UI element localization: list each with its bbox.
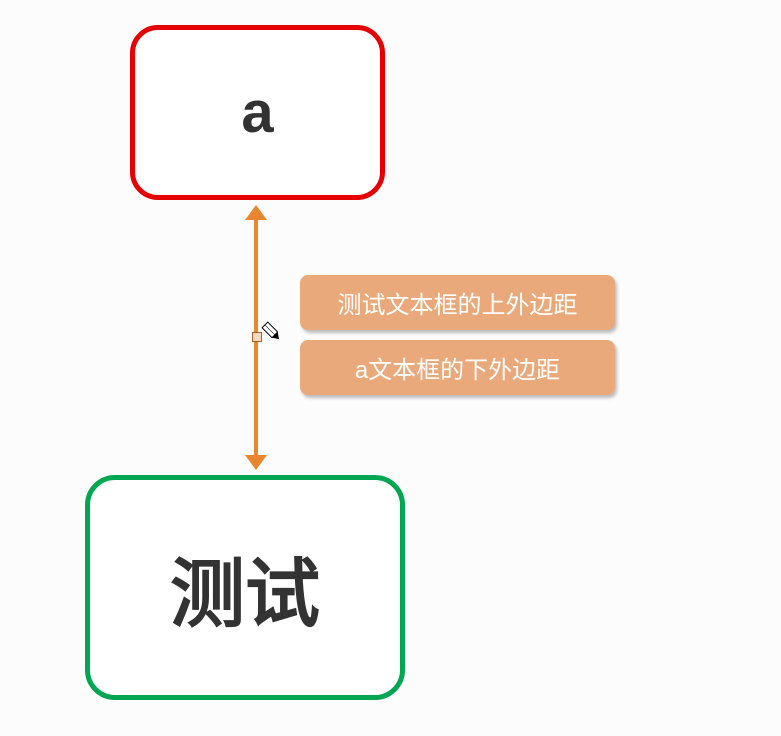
margin-label-bottom-text: a文本框的下外边距 [355, 350, 560, 385]
margin-label-bottom[interactable]: a文本框的下外边距 [300, 340, 615, 395]
pencil-cursor-icon [258, 318, 286, 346]
arrow-down-icon [245, 455, 267, 470]
node-a-label: a [241, 79, 273, 146]
margin-label-top[interactable]: 测试文本框的上外边距 [300, 275, 615, 330]
margin-label-top-text: 测试文本框的上外边距 [338, 285, 578, 320]
node-test-label: 测试 [170, 533, 320, 642]
arrow-up-icon [245, 205, 267, 220]
node-a[interactable]: a [130, 25, 385, 200]
node-test[interactable]: 测试 [85, 475, 405, 700]
